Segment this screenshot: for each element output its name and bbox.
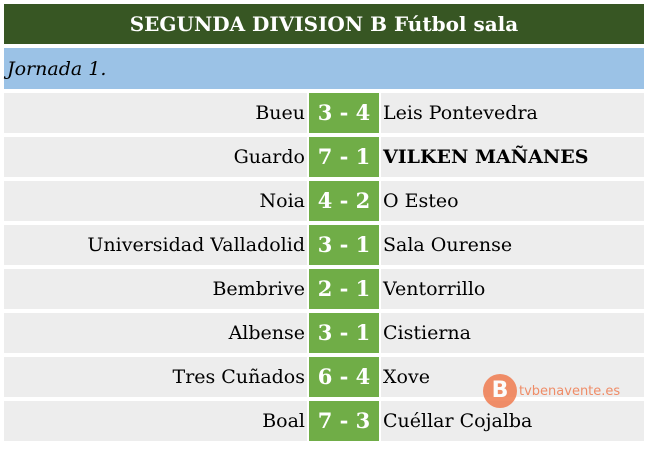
home-team: Boal <box>4 401 307 441</box>
match-row: Universidad Valladolid 3 - 1 Sala Ourens… <box>4 225 644 265</box>
match-score: 7 - 1 <box>309 137 379 177</box>
match-score: 3 - 1 <box>309 225 379 265</box>
home-team: Noia <box>4 181 307 221</box>
match-row: Albense 3 - 1 Cistierna <box>4 313 644 353</box>
home-team: Bueu <box>4 93 307 133</box>
round-label: Jornada 1. <box>4 48 644 89</box>
home-team: Guardo <box>4 137 307 177</box>
home-team: Albense <box>4 313 307 353</box>
home-team: Universidad Valladolid <box>4 225 307 265</box>
match-score: 3 - 1 <box>309 313 379 353</box>
match-row: Noia 4 - 2 O Esteo <box>4 181 644 221</box>
match-row: Boal 7 - 3 Cuéllar Cojalba <box>4 401 644 441</box>
page-title: SEGUNDA DIVISION B Fútbol sala <box>4 4 644 44</box>
home-team: Tres Cuñados <box>4 357 307 397</box>
away-team: O Esteo <box>381 181 644 221</box>
watermark-text: tvbenavente.es <box>519 383 621 399</box>
away-team: VILKEN MAÑANES <box>381 137 644 177</box>
away-team: Sala Ourense <box>381 225 644 265</box>
match-score: 2 - 1 <box>309 269 379 309</box>
watermark-logo: B tvbenavente.es <box>483 374 620 408</box>
match-row: Bembrive 2 - 1 Ventorrillo <box>4 269 644 309</box>
match-row: Bueu 3 - 4 Leis Pontevedra <box>4 93 644 133</box>
away-team: Leis Pontevedra <box>381 93 644 133</box>
match-score: 6 - 4 <box>309 357 379 397</box>
match-score: 7 - 3 <box>309 401 379 441</box>
away-team: Ventorrillo <box>381 269 644 309</box>
away-team: Cuéllar Cojalba <box>381 401 644 441</box>
home-team: Bembrive <box>4 269 307 309</box>
tvbenavente-logo-icon: B <box>483 374 517 408</box>
match-score: 3 - 4 <box>309 93 379 133</box>
away-team: Cistierna <box>381 313 644 353</box>
match-row: Guardo 7 - 1 VILKEN MAÑANES <box>4 137 644 177</box>
match-score: 4 - 2 <box>309 181 379 221</box>
